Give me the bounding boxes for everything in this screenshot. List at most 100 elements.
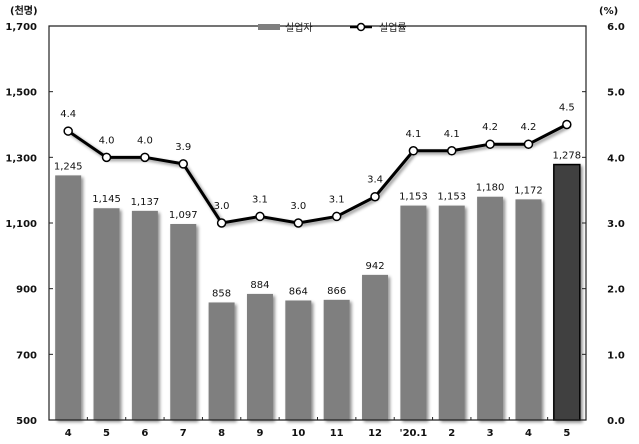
legend-label-unemployed: 실업자 [285, 21, 313, 34]
bar [477, 196, 504, 420]
left-axis: 500 700 900 1,100 1,300 1,500 1,700 [5, 22, 53, 427]
line-marker [101, 152, 112, 163]
bar-value-label: 858 [212, 288, 231, 299]
right-tick-label: 2.0 [607, 285, 625, 296]
right-tick-label: 1.0 [607, 350, 625, 361]
bar-value-label: 1,145 [92, 194, 121, 205]
x-tick-label: 10 [291, 428, 305, 439]
line-value-label: 4.4 [60, 109, 76, 120]
line-marker [255, 211, 265, 222]
x-tick-label: 11 [330, 428, 344, 439]
bar-value-label: 864 [289, 286, 308, 297]
left-tick-label: 1,100 [5, 219, 37, 230]
line-marker [485, 139, 495, 149]
left-tick-label: 1,300 [5, 153, 37, 164]
legend: 실업자 실업률 [258, 21, 407, 34]
legend-label-rate: 실업률 [379, 21, 407, 34]
bar-value-label: 1,245 [54, 161, 83, 172]
x-tick-label: 5 [103, 428, 110, 439]
x-tick-label: 4 [525, 428, 532, 439]
bar [515, 199, 542, 420]
line-marker [523, 139, 534, 149]
right-tick-label: 0.0 [607, 416, 625, 427]
line-value-label: 3.1 [329, 194, 345, 205]
line-marker [293, 218, 304, 228]
line-marker [216, 218, 227, 228]
right-tick-label: 5.0 [607, 88, 625, 99]
line-value-label: 4.1 [444, 129, 460, 140]
line-value-label: 4.2 [482, 122, 498, 133]
line-value-label: 3.0 [290, 201, 306, 212]
line-value-label: 3.0 [214, 201, 230, 212]
bar-value-label: 1,137 [131, 197, 160, 208]
line-value-labels: 4.4 4.0 4.0 3.9 3.0 3.1 3.0 3.1 3.4 4.1 4.1 4.2 4.2 4… [60, 103, 575, 213]
left-tick-label: 1,500 [5, 88, 37, 99]
x-tick-label: 6 [141, 428, 148, 439]
bar [170, 223, 197, 420]
right-tick-label: 4.0 [607, 153, 625, 164]
x-tick-label: 12 [368, 428, 382, 439]
bar-value-label: 1,278 [553, 151, 582, 162]
bar-value-label: 1,153 [399, 192, 428, 203]
bar-value-labels: 1,245 1,145 1,137 1,097 858 884 864 866 942 1,153… [54, 151, 581, 300]
line-value-label: 3.9 [175, 142, 191, 153]
line-value-label: 4.0 [99, 135, 115, 146]
line-value-label: 4.0 [137, 135, 153, 146]
line-marker [178, 159, 188, 169]
bar-series-unemployed [55, 163, 581, 421]
x-tick-label: 7 [180, 428, 187, 439]
line-marker [408, 146, 419, 156]
bar-value-label: 1,172 [514, 185, 543, 196]
line-value-label: 3.1 [252, 194, 268, 205]
x-tick-label: '20.1 [400, 428, 428, 439]
left-tick-label: 500 [16, 416, 37, 427]
x-tick-label: 3 [487, 428, 494, 439]
x-tick-label: 4 [65, 428, 72, 439]
bar [323, 299, 350, 420]
legend-bar-swatch [258, 24, 280, 30]
rate-line [67, 123, 568, 225]
bar-value-label: 1,097 [169, 210, 198, 221]
line-marker [63, 126, 73, 136]
line-marker [140, 152, 150, 163]
line-value-label: 3.4 [367, 175, 383, 186]
bar-value-label: 942 [365, 261, 384, 272]
line-marker [370, 191, 380, 202]
right-axis: 0.0 1.0 2.0 3.0 4.0 5.0 6.0 [582, 22, 625, 427]
bar [553, 163, 581, 421]
bar [131, 210, 158, 420]
left-tick-label: 1,700 [5, 22, 37, 33]
left-tick-label: 900 [16, 285, 37, 296]
bar-value-label: 1,153 [437, 192, 466, 203]
right-tick-label: 6.0 [607, 22, 625, 33]
left-axis-unit-label: (천명) [10, 4, 38, 17]
bar-value-label: 866 [327, 286, 346, 297]
bar-value-label: 1,180 [476, 183, 505, 194]
line-series-unemployment-rate [63, 119, 572, 228]
right-tick-label: 3.0 [607, 219, 625, 230]
plot-border [48, 25, 587, 421]
legend-marker-icon [356, 22, 366, 32]
bar [362, 274, 389, 420]
x-axis: 4 5 6 7 8 9 10 11 12 '20.1 2 3 4 5 [65, 417, 570, 439]
x-tick-label: 2 [448, 428, 455, 439]
bar [93, 208, 120, 420]
x-tick-label: 8 [218, 428, 225, 439]
bar [55, 175, 82, 420]
bar [438, 205, 465, 420]
line-value-label: 4.1 [405, 129, 421, 140]
bar [285, 300, 312, 420]
right-axis-unit-label: (%) [599, 6, 618, 17]
bar [208, 302, 235, 420]
line-marker [562, 119, 572, 130]
bar [246, 293, 273, 420]
line-marker [447, 146, 457, 156]
line-value-label: 4.2 [521, 122, 537, 133]
left-tick-label: 700 [16, 350, 37, 361]
x-tick-label: 9 [256, 428, 263, 439]
line-value-label: 4.5 [559, 103, 575, 114]
line-marker [331, 211, 342, 222]
bar [400, 205, 427, 420]
x-tick-label: 5 [563, 428, 570, 439]
